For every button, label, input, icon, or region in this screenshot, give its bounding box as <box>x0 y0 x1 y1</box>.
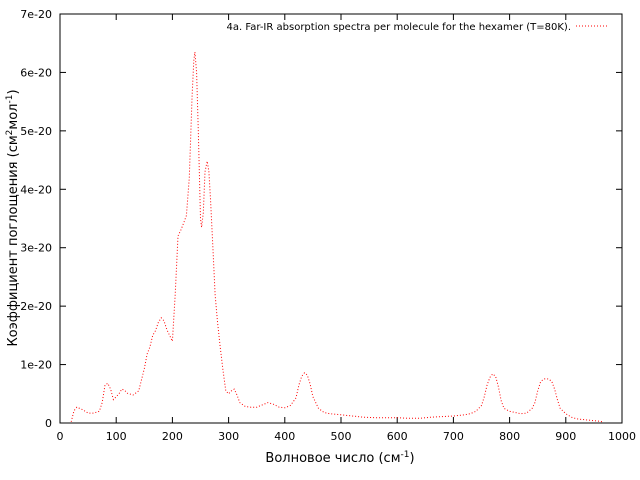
x-tick-label: 500 <box>331 430 352 443</box>
x-tick-label: 400 <box>274 430 295 443</box>
y-tick-label: 2e-20 <box>20 300 52 313</box>
x-tick-label: 800 <box>499 430 520 443</box>
x-tick-label: 200 <box>162 430 183 443</box>
series-layer <box>70 51 603 423</box>
y-tick-label: 7e-20 <box>20 8 52 21</box>
x-tick-label: 600 <box>387 430 408 443</box>
y-axis-ticks: 0 1e-20 2e-20 3e-20 4e-20 5e-20 6e-20 7e-20 <box>20 8 622 430</box>
y-tick-label: 3e-20 <box>20 242 52 255</box>
x-tick-label: 100 <box>106 430 127 443</box>
x-tick-label: 300 <box>218 430 239 443</box>
plot-frame <box>59 13 623 424</box>
x-tick-label: 900 <box>555 430 576 443</box>
y-tick-label: 0 <box>45 417 52 430</box>
y-tick-label: 4e-20 <box>20 183 52 196</box>
x-tick-label: 700 <box>443 430 464 443</box>
legend: 4a. Far-IR absorption spectra per molecu… <box>227 22 608 33</box>
series-line <box>70 51 603 423</box>
legend-label: 4a. Far-IR absorption spectra per molecu… <box>227 22 571 33</box>
x-tick-label: 1000 <box>608 430 636 443</box>
y-tick-label: 1e-20 <box>20 359 52 372</box>
y-axis-title: Коэффициент поглощения (см2мол-1) <box>5 89 21 346</box>
y-tick-label: 5e-20 <box>20 125 52 138</box>
x-axis-title: Волновое число (см-1) <box>265 450 414 466</box>
x-axis-ticks: 0 100 200 300 400 500 600 700 800 900 1000 <box>57 14 636 443</box>
x-tick-label: 0 <box>57 430 64 443</box>
y-tick-label: 6e-20 <box>20 66 52 79</box>
